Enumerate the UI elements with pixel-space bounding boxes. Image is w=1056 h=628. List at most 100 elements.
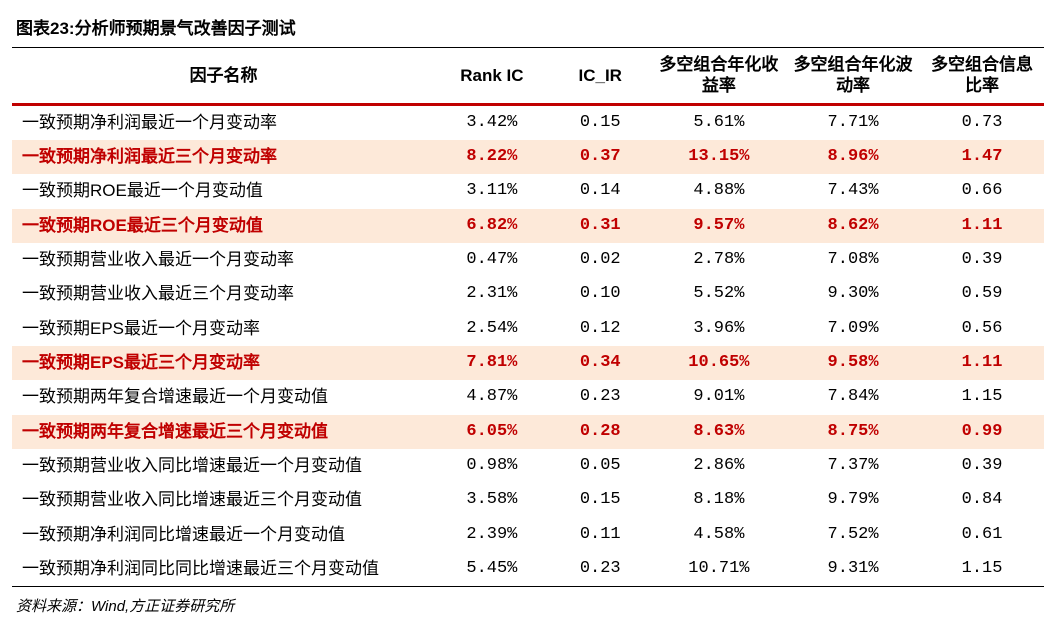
table-row: 一致预期ROE最近一个月变动值3.11%0.144.88%7.43%0.66 <box>12 174 1044 208</box>
table-row: 一致预期营业收入同比增速最近一个月变动值0.98%0.052.86%7.37%0… <box>12 449 1044 483</box>
cell-factor-name: 一致预期EPS最近三个月变动率 <box>12 346 435 380</box>
table-row: 一致预期净利润同比增速最近一个月变动值2.39%0.114.58%7.52%0.… <box>12 518 1044 552</box>
col-header-ls-vol: 多空组合年化波动率 <box>786 48 920 104</box>
cell-rank-ic: 8.22% <box>435 140 549 174</box>
cell-rank-ic: 2.54% <box>435 312 549 346</box>
cell-ls-ret: 13.15% <box>652 140 786 174</box>
cell-ls-ir: 0.56 <box>920 312 1044 346</box>
cell-ls-ret: 4.58% <box>652 518 786 552</box>
table-row: 一致预期营业收入同比增速最近三个月变动值3.58%0.158.18%9.79%0… <box>12 483 1044 517</box>
cell-rank-ic: 0.98% <box>435 449 549 483</box>
cell-ls-ir: 1.11 <box>920 346 1044 380</box>
col-header-ls-ret: 多空组合年化收益率 <box>652 48 786 104</box>
cell-factor-name: 一致预期EPS最近一个月变动率 <box>12 312 435 346</box>
cell-ls-ir: 1.47 <box>920 140 1044 174</box>
cell-rank-ic: 0.47% <box>435 243 549 277</box>
cell-ic-ir: 0.34 <box>549 346 652 380</box>
cell-ls-ret: 4.88% <box>652 174 786 208</box>
cell-ls-vol: 8.62% <box>786 209 920 243</box>
cell-ls-ir: 0.39 <box>920 243 1044 277</box>
table-body: 一致预期净利润最近一个月变动率3.42%0.155.61%7.71%0.73一致… <box>12 104 1044 587</box>
data-source: 资料来源：Wind,方正证券研究所 <box>12 587 1044 620</box>
table-row: 一致预期EPS最近一个月变动率2.54%0.123.96%7.09%0.56 <box>12 312 1044 346</box>
cell-rank-ic: 6.82% <box>435 209 549 243</box>
cell-ls-vol: 7.84% <box>786 380 920 414</box>
cell-ls-ir: 0.39 <box>920 449 1044 483</box>
cell-ls-vol: 7.08% <box>786 243 920 277</box>
cell-ic-ir: 0.37 <box>549 140 652 174</box>
cell-ls-ir: 1.11 <box>920 209 1044 243</box>
cell-ls-ret: 10.65% <box>652 346 786 380</box>
cell-ls-vol: 7.43% <box>786 174 920 208</box>
cell-ls-ir: 0.84 <box>920 483 1044 517</box>
cell-ls-ret: 9.57% <box>652 209 786 243</box>
figure-title: 图表23:分析师预期景气改善因子测试 <box>12 8 1044 48</box>
cell-factor-name: 一致预期ROE最近一个月变动值 <box>12 174 435 208</box>
cell-ls-ir: 0.73 <box>920 104 1044 140</box>
cell-rank-ic: 3.42% <box>435 104 549 140</box>
cell-factor-name: 一致预期营业收入同比增速最近三个月变动值 <box>12 483 435 517</box>
cell-factor-name: 一致预期净利润最近三个月变动率 <box>12 140 435 174</box>
cell-ls-ret: 8.18% <box>652 483 786 517</box>
table-row: 一致预期净利润最近三个月变动率8.22%0.3713.15%8.96%1.47 <box>12 140 1044 174</box>
cell-ls-ret: 2.78% <box>652 243 786 277</box>
cell-ls-vol: 8.96% <box>786 140 920 174</box>
cell-factor-name: 一致预期净利润同比同比增速最近三个月变动值 <box>12 552 435 587</box>
table-row: 一致预期两年复合增速最近三个月变动值6.05%0.288.63%8.75%0.9… <box>12 415 1044 449</box>
cell-ic-ir: 0.23 <box>549 552 652 587</box>
table-header-row: 因子名称 Rank IC IC_IR 多空组合年化收益率 多空组合年化波动率 多… <box>12 48 1044 104</box>
cell-rank-ic: 7.81% <box>435 346 549 380</box>
cell-ic-ir: 0.05 <box>549 449 652 483</box>
cell-ls-ret: 9.01% <box>652 380 786 414</box>
cell-ic-ir: 0.10 <box>549 277 652 311</box>
cell-ic-ir: 0.15 <box>549 483 652 517</box>
cell-ls-ret: 8.63% <box>652 415 786 449</box>
cell-rank-ic: 3.58% <box>435 483 549 517</box>
cell-factor-name: 一致预期营业收入最近一个月变动率 <box>12 243 435 277</box>
cell-ic-ir: 0.31 <box>549 209 652 243</box>
cell-ls-vol: 9.79% <box>786 483 920 517</box>
cell-ic-ir: 0.15 <box>549 104 652 140</box>
cell-ic-ir: 0.12 <box>549 312 652 346</box>
cell-ls-ret: 2.86% <box>652 449 786 483</box>
cell-ls-vol: 8.75% <box>786 415 920 449</box>
table-row: 一致预期两年复合增速最近一个月变动值4.87%0.239.01%7.84%1.1… <box>12 380 1044 414</box>
cell-ls-ir: 1.15 <box>920 552 1044 587</box>
cell-rank-ic: 6.05% <box>435 415 549 449</box>
cell-ic-ir: 0.14 <box>549 174 652 208</box>
cell-ls-vol: 9.58% <box>786 346 920 380</box>
factor-test-table: 因子名称 Rank IC IC_IR 多空组合年化收益率 多空组合年化波动率 多… <box>12 48 1044 587</box>
cell-ls-ret: 10.71% <box>652 552 786 587</box>
cell-ls-ret: 5.52% <box>652 277 786 311</box>
cell-rank-ic: 3.11% <box>435 174 549 208</box>
cell-ls-ret: 3.96% <box>652 312 786 346</box>
cell-ls-vol: 9.30% <box>786 277 920 311</box>
col-header-rank-ic: Rank IC <box>435 48 549 104</box>
col-header-ls-ir: 多空组合信息比率 <box>920 48 1044 104</box>
cell-ic-ir: 0.02 <box>549 243 652 277</box>
cell-ls-vol: 7.09% <box>786 312 920 346</box>
col-header-factor: 因子名称 <box>12 48 435 104</box>
cell-ls-ir: 0.61 <box>920 518 1044 552</box>
cell-ls-ir: 0.99 <box>920 415 1044 449</box>
table-row: 一致预期营业收入最近三个月变动率2.31%0.105.52%9.30%0.59 <box>12 277 1044 311</box>
cell-ls-ir: 0.59 <box>920 277 1044 311</box>
cell-ic-ir: 0.23 <box>549 380 652 414</box>
cell-ls-vol: 7.52% <box>786 518 920 552</box>
table-row: 一致预期净利润最近一个月变动率3.42%0.155.61%7.71%0.73 <box>12 104 1044 140</box>
cell-ls-vol: 7.37% <box>786 449 920 483</box>
cell-factor-name: 一致预期两年复合增速最近三个月变动值 <box>12 415 435 449</box>
cell-ls-ir: 1.15 <box>920 380 1044 414</box>
cell-factor-name: 一致预期净利润最近一个月变动率 <box>12 104 435 140</box>
table-row: 一致预期净利润同比同比增速最近三个月变动值5.45%0.2310.71%9.31… <box>12 552 1044 587</box>
table-row: 一致预期ROE最近三个月变动值6.82%0.319.57%8.62%1.11 <box>12 209 1044 243</box>
table-row: 一致预期营业收入最近一个月变动率0.47%0.022.78%7.08%0.39 <box>12 243 1044 277</box>
cell-ls-vol: 9.31% <box>786 552 920 587</box>
cell-ls-vol: 7.71% <box>786 104 920 140</box>
cell-rank-ic: 2.31% <box>435 277 549 311</box>
table-row: 一致预期EPS最近三个月变动率7.81%0.3410.65%9.58%1.11 <box>12 346 1044 380</box>
cell-factor-name: 一致预期营业收入最近三个月变动率 <box>12 277 435 311</box>
cell-factor-name: 一致预期ROE最近三个月变动值 <box>12 209 435 243</box>
cell-factor-name: 一致预期营业收入同比增速最近一个月变动值 <box>12 449 435 483</box>
cell-ls-ret: 5.61% <box>652 104 786 140</box>
